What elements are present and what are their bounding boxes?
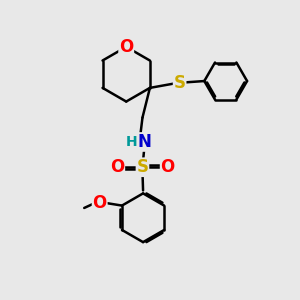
Text: O: O: [110, 158, 124, 176]
Text: H: H: [125, 135, 137, 149]
Text: O: O: [119, 38, 133, 56]
Text: O: O: [92, 194, 107, 211]
Text: S: S: [174, 74, 186, 92]
Text: N: N: [138, 133, 152, 151]
Text: S: S: [136, 158, 148, 176]
Text: O: O: [160, 158, 175, 176]
